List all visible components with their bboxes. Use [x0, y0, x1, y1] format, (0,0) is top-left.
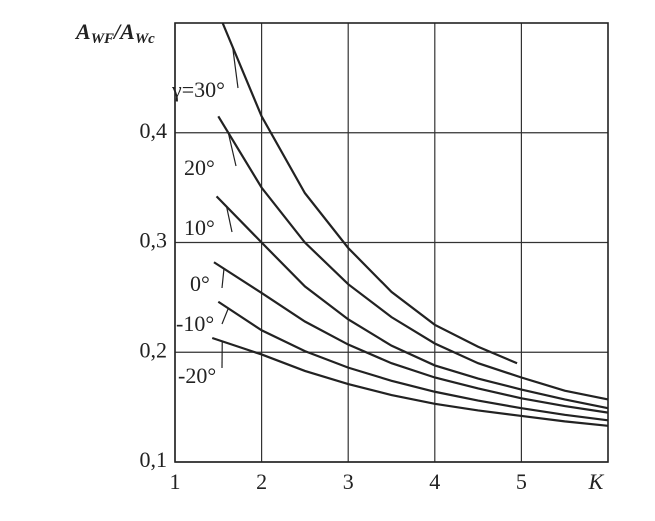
- y-label-part: Wc: [135, 31, 155, 47]
- x-tick-label: 1: [170, 469, 181, 494]
- curve-label: 20°: [184, 155, 215, 180]
- x-tick-label: 2: [256, 469, 267, 494]
- curve-label: -10°: [176, 311, 214, 336]
- leader-line: [221, 268, 225, 289]
- leader-line: [225, 206, 233, 233]
- x-tick-label: 4: [429, 469, 440, 494]
- y-tick-label: 0,4: [140, 118, 168, 143]
- x-tick-label: 5: [516, 469, 527, 494]
- curve: [215, 195, 609, 410]
- curve: [221, 22, 518, 365]
- y-label-part: A: [74, 19, 91, 44]
- curve: [211, 336, 609, 427]
- y-tick-label: 0,3: [140, 228, 168, 253]
- leader-line: [221, 308, 229, 325]
- leader-line: [232, 46, 239, 89]
- leader-line: [227, 132, 237, 167]
- curve: [213, 261, 609, 414]
- curve: [217, 115, 609, 401]
- x-axis-label: K: [588, 469, 605, 494]
- y-tick-label: 0,2: [140, 337, 168, 362]
- y-tick-label: 0,1: [140, 447, 168, 472]
- curve-label: γ=30°: [171, 77, 225, 102]
- y-axis-label: AWF/AWc: [74, 19, 155, 47]
- curve: [217, 300, 609, 422]
- curve-label: -20°: [178, 363, 216, 388]
- curve-label: 0°: [190, 271, 210, 296]
- y-label-part: /A: [112, 19, 135, 44]
- y-label-part: WF: [91, 31, 114, 47]
- curve-label: 10°: [184, 215, 215, 240]
- x-tick-label: 3: [343, 469, 354, 494]
- plot-frame: [174, 22, 609, 463]
